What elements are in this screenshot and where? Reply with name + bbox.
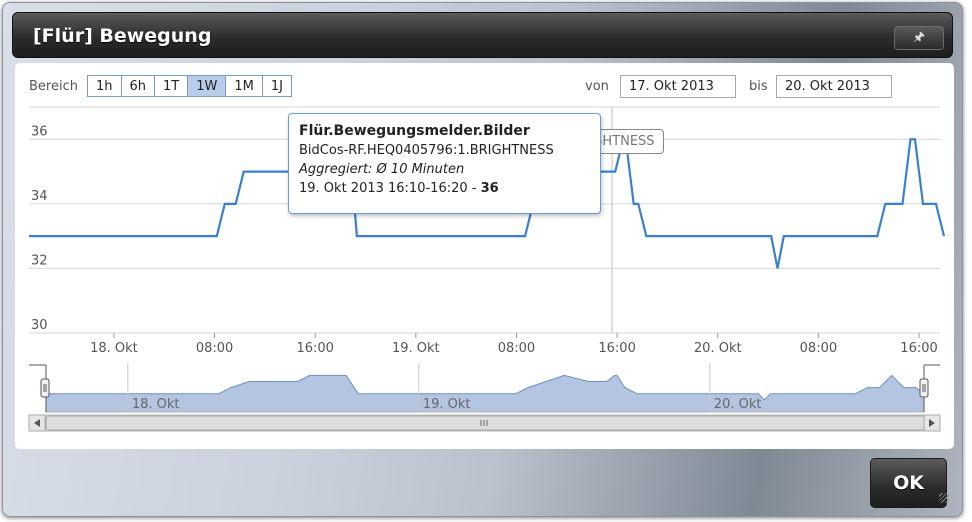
x-tick-label: 08:00 bbox=[498, 341, 535, 356]
x-tick-label: 16:00 bbox=[296, 341, 333, 356]
y-tick-label: 36 bbox=[31, 124, 48, 139]
x-tick-label: 19. Okt bbox=[392, 341, 440, 356]
to-date-input[interactable]: 20. Okt 2013 bbox=[776, 75, 892, 98]
dialog-title: [Flür] Bewegung bbox=[33, 25, 212, 47]
tooltip-title: Flür.Bewegungsmelder.Bilder bbox=[299, 123, 530, 139]
line-chart: 30 32 34 36 18. Okt 08:00 16:00 19. Okt 08:00 16:… bbox=[28, 106, 946, 432]
scrollbar[interactable] bbox=[28, 414, 941, 432]
tooltip-time: 19. Okt 2013 16:10-16:20 - bbox=[299, 181, 481, 196]
x-tick-label: 16:00 bbox=[900, 341, 937, 356]
y-tick-label: 30 bbox=[31, 318, 48, 333]
resize-grip-icon[interactable] bbox=[939, 493, 949, 503]
range-button-1h[interactable]: 1h bbox=[87, 75, 122, 97]
from-label: von bbox=[585, 79, 609, 94]
from-date-input[interactable]: 17. Okt 2013 bbox=[620, 75, 736, 98]
arrow-left-icon bbox=[34, 419, 40, 427]
x-tick-label: 18. Okt bbox=[90, 341, 138, 356]
x-tick-label: 08:00 bbox=[800, 341, 837, 356]
dialog-titlebar[interactable]: [Flür] Bewegung 🖈 bbox=[12, 12, 953, 58]
navigator-label: 20. Okt bbox=[714, 397, 762, 412]
chart-tooltip: Flür.Bewegungsmelder.Bilder BidCos-RF.HE… bbox=[288, 113, 601, 214]
scrollbar-grip-icon bbox=[480, 420, 488, 426]
dialog-window: [Flür] Bewegung 🖈 Bereich 1h 6h 1T 1W 1M… bbox=[2, 2, 963, 517]
x-tick-label: 16:00 bbox=[598, 341, 635, 356]
scroll-left-button[interactable] bbox=[28, 414, 46, 432]
navigator-handle-right[interactable] bbox=[919, 378, 929, 398]
tooltip-channel: BidCos-RF.HEQ0405796:1.BRIGHTNESS bbox=[299, 143, 554, 158]
range-label: Bereich bbox=[29, 79, 78, 94]
scrollbar-thumb[interactable] bbox=[45, 415, 925, 431]
scroll-right-button[interactable] bbox=[923, 414, 941, 432]
x-tick-label: 08:00 bbox=[196, 341, 233, 356]
range-button-1w[interactable]: 1W bbox=[187, 75, 227, 97]
navigator: 18. Okt 19. Okt 20. Okt bbox=[29, 363, 940, 413]
to-label: bis bbox=[749, 79, 768, 94]
tooltip-value: 36 bbox=[480, 181, 499, 196]
tooltip-aggregation: Aggregiert: Ø 10 Minuten bbox=[299, 162, 465, 177]
navigator-handle-left[interactable] bbox=[40, 378, 50, 398]
tooltip-time-row: 19. Okt 2013 16:10-16:20 - 36 bbox=[299, 179, 590, 198]
range-button-1m[interactable]: 1M bbox=[225, 75, 263, 97]
pin-button[interactable]: 🖈 bbox=[894, 26, 944, 50]
y-tick-label: 34 bbox=[31, 189, 48, 204]
range-button-1t[interactable]: 1T bbox=[154, 75, 189, 97]
y-tick-label: 32 bbox=[31, 253, 48, 268]
arrow-right-icon bbox=[929, 419, 935, 427]
range-button-group: 1h 6h 1T 1W 1M 1J bbox=[87, 75, 292, 97]
x-tick-label: 20. Okt bbox=[694, 341, 742, 356]
range-button-1j[interactable]: 1J bbox=[261, 75, 292, 97]
chart-panel: Bereich 1h 6h 1T 1W 1M 1J von 17. Okt 20… bbox=[15, 63, 954, 449]
pin-icon: 🖈 bbox=[912, 30, 926, 45]
navigator-area bbox=[45, 374, 925, 413]
ok-button[interactable]: OK bbox=[870, 458, 947, 508]
navigator-label: 18. Okt bbox=[132, 397, 180, 412]
navigator-label: 19. Okt bbox=[423, 397, 471, 412]
